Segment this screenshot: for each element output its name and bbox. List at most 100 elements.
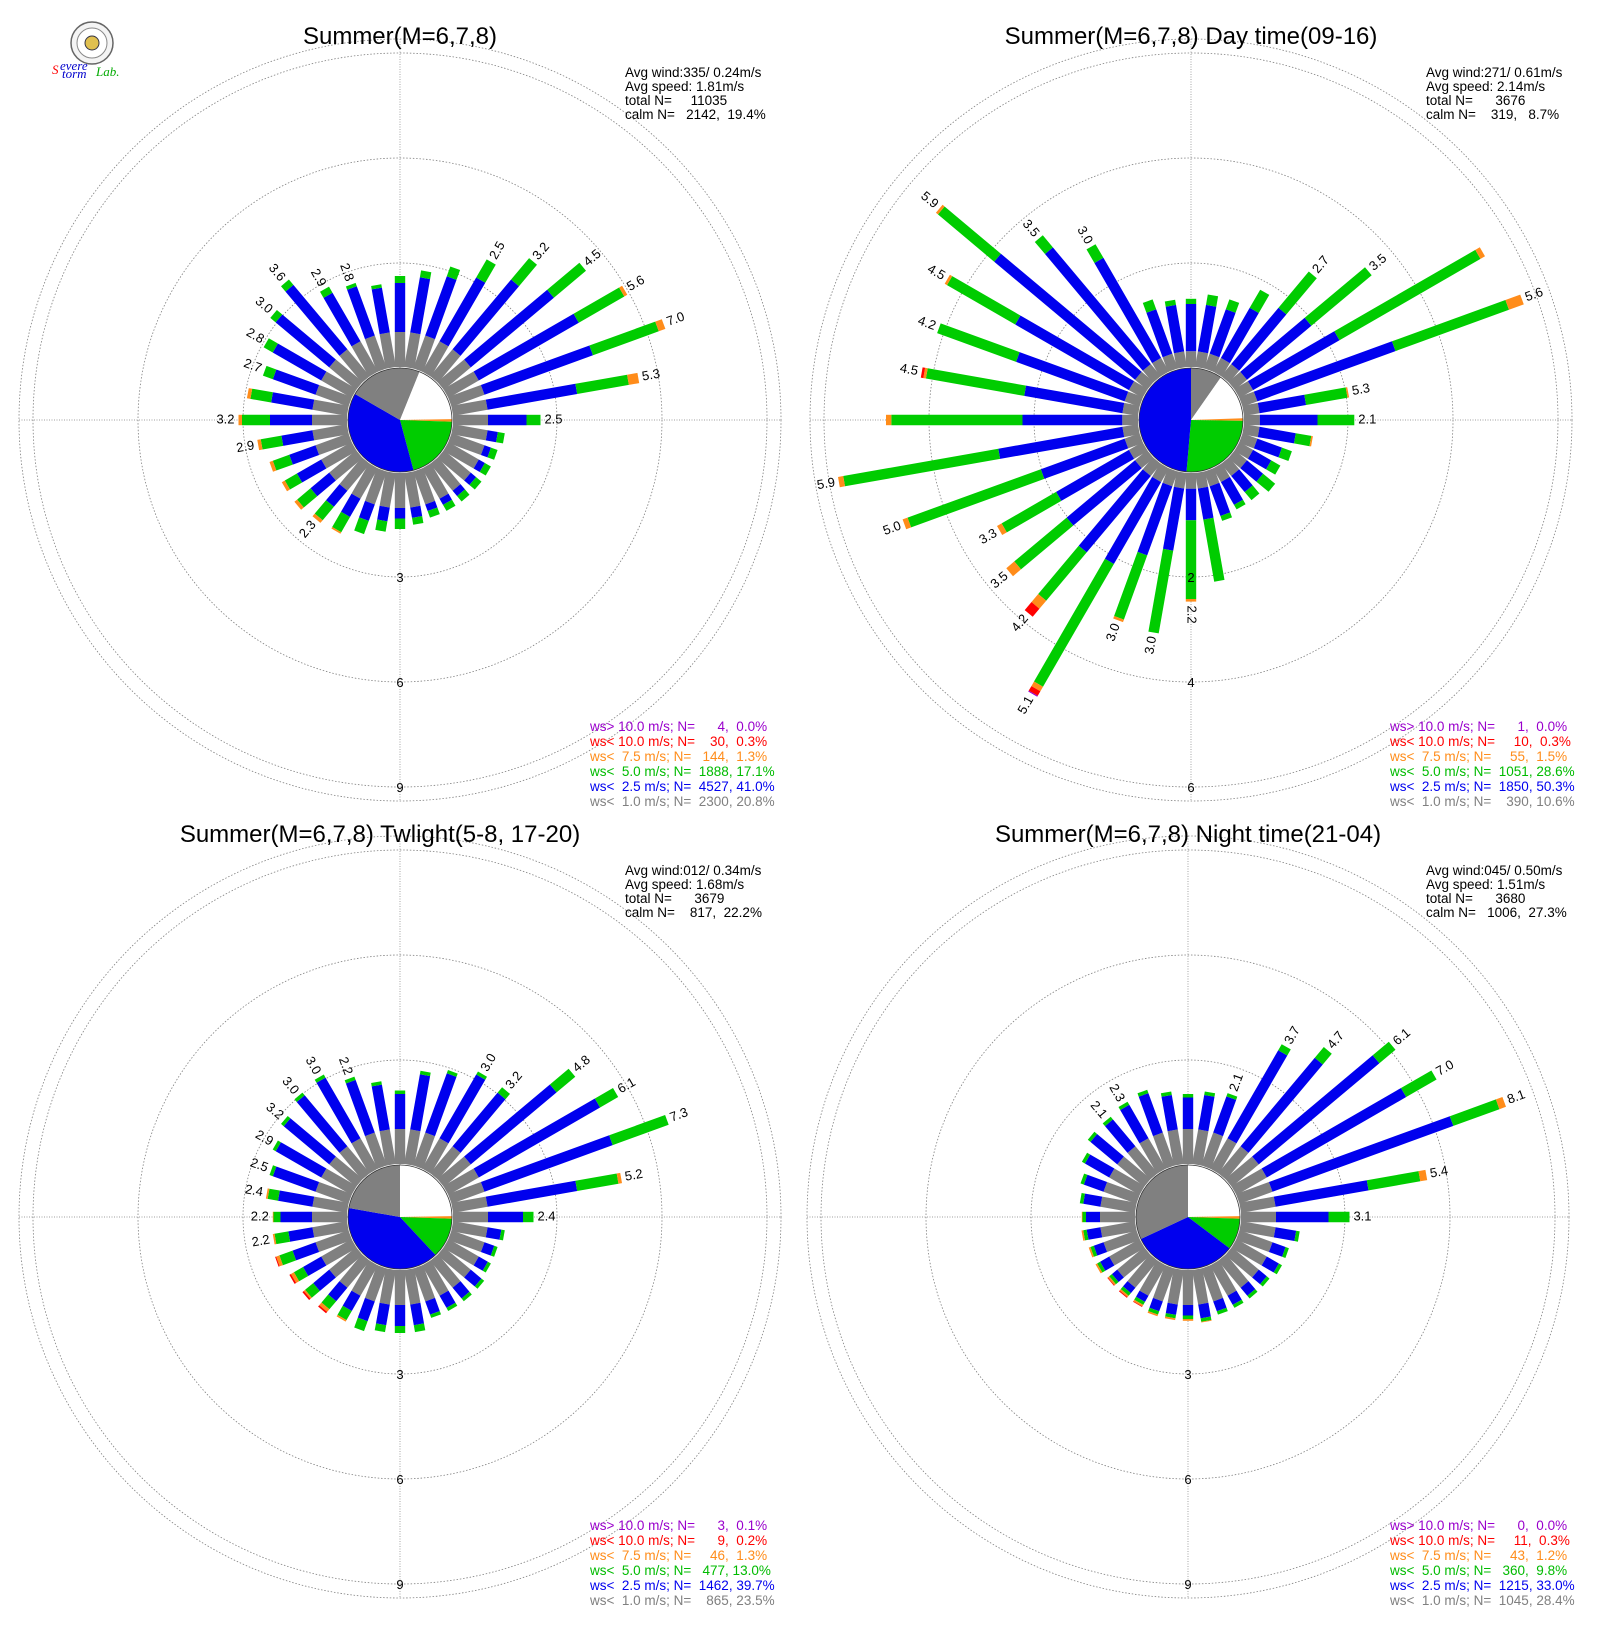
bar-seg-lt-1 <box>451 399 488 416</box>
bar-seg-lt-2-5 <box>1252 1269 1267 1285</box>
stat-avg-wind: Avg wind:335/ 0.24m/s <box>625 65 762 80</box>
bar-seg-lt-2-5 <box>1137 482 1173 556</box>
bar-seg-lt-7-5 <box>944 274 953 286</box>
bar-seg-lt-1 <box>1242 424 1260 438</box>
ring-labels: 3 6 9 <box>396 570 403 795</box>
bar-value-label: 3.6 <box>266 260 289 283</box>
bar-seg-lt-5 <box>1372 1041 1396 1064</box>
bar-seg-lt-5 <box>1142 299 1157 313</box>
bar-seg-lt-1 <box>329 359 363 390</box>
bar-seg-lt-10 <box>318 1305 328 1314</box>
bar-seg-lt-5 <box>1266 460 1281 475</box>
bar-seg-lt-1 <box>321 442 357 469</box>
bar-value-label: 3.1 <box>1353 1208 1371 1223</box>
pie-slice-blue <box>348 394 414 472</box>
bar-seg-lt-2-5 <box>1240 1281 1256 1296</box>
pie-slice-none <box>1191 377 1243 420</box>
bar-seg-lt-2-5 <box>998 426 1125 459</box>
severe-storm-lab-logo: S evere torm Lab. <box>52 21 119 81</box>
bar-seg-lt-5 <box>419 270 432 280</box>
bar-seg-lt-1 <box>351 1138 378 1174</box>
panel-title: Summer(M=6,7,8) Day time(09-16) <box>1005 23 1378 50</box>
legend-lt-5: ws< 5.0 m/s; N= 1051, 28.6% <box>1389 764 1575 779</box>
bar-value-label: 3.0 <box>303 1054 325 1077</box>
bar-seg-lt-1 <box>1218 1254 1249 1288</box>
bar-seg-lt-1 <box>1152 357 1169 377</box>
bar-seg-lt-5 <box>474 1278 485 1289</box>
bar-seg-lt-1 <box>422 463 449 499</box>
bar-value-label: 3.7 <box>1281 1023 1303 1046</box>
bar-seg-lt-2-5 <box>1045 247 1151 371</box>
bar-seg-lt-5 <box>314 500 334 521</box>
bar-value-labels: 2.7 3.5 5.6 5.3 2.1 2.2 3.0 3.0 5.1 4.2 3.5 3.3 5.0 5… <box>816 188 1545 716</box>
bar-seg-lt-5 <box>461 1291 472 1302</box>
bar-seg-lt-7-5 <box>238 414 242 426</box>
bar-seg-lt-1 <box>321 1168 357 1195</box>
bar-seg-lt-2-5 <box>394 508 406 519</box>
bar-value-label: 2.5 <box>248 1155 270 1175</box>
pie-slice-green <box>1188 1217 1240 1249</box>
svg-text:Lab.: Lab. <box>95 64 119 79</box>
bar-seg-lt-1 <box>1100 1221 1137 1238</box>
stat-avg-speed: Avg speed: 1.68m/s <box>625 877 744 892</box>
pie-slice-blue <box>348 1208 436 1269</box>
bar-seg-lt-2-5 <box>1209 309 1236 358</box>
bar-seg-lt-5 <box>1090 1245 1098 1257</box>
bar-seg-lt-1 <box>451 424 488 441</box>
bar-seg-lt-1 <box>448 1182 485 1204</box>
ring-label: 9 <box>396 780 403 795</box>
bar-seg-lt-1 <box>1153 1132 1175 1169</box>
pie-slice-green <box>400 1217 452 1255</box>
bar-seg-lt-2-5 <box>272 369 320 395</box>
bar-seg-lt-1 <box>1122 402 1140 416</box>
bar-seg-lt-2-5 <box>280 1211 312 1223</box>
bar-seg-lt-5 <box>1097 1261 1106 1273</box>
bar-seg-lt-1 <box>379 1268 396 1305</box>
bar-seg-lt-1 <box>379 1129 396 1166</box>
bar-seg-lt-5 <box>476 1071 487 1080</box>
bar-value-label: 5.2 <box>624 1166 644 1184</box>
bar-seg-lt-1 <box>1103 1182 1140 1204</box>
bar-seg-lt-1 <box>312 399 349 416</box>
bar-seg-lt-7-5 <box>902 517 912 530</box>
bar-seg-lt-7-5 <box>336 1314 347 1322</box>
bar-seg-lt-7-5 <box>265 1188 270 1199</box>
bar-seg-lt-5 <box>1278 271 1317 315</box>
center-pie <box>347 367 453 473</box>
bar-seg-lt-1 <box>321 1239 357 1266</box>
bar-seg-lt-1 <box>453 414 488 426</box>
bar-seg-lt-2-5 <box>439 493 452 505</box>
bar-seg-lt-2-5 <box>410 505 423 518</box>
bar-seg-lt-5 <box>1256 473 1276 492</box>
svg-text:evere: evere <box>60 58 88 73</box>
bar-seg-lt-5 <box>293 1267 309 1282</box>
bar-seg-lt-5 <box>321 1294 337 1310</box>
bar-seg-lt-10 <box>302 1291 311 1300</box>
bar-seg-lt-5 <box>523 1211 534 1223</box>
bar-seg-lt-2-5 <box>323 292 361 347</box>
bar-seg-lt-2-5 <box>283 1118 336 1165</box>
bar-seg-lt-5 <box>419 1070 431 1077</box>
bar-seg-lt-2-5 <box>473 459 485 472</box>
bar-seg-lt-5 <box>281 1116 291 1127</box>
bar-seg-lt-1 <box>1103 1230 1140 1252</box>
bar-seg-lt-1 <box>329 1247 363 1278</box>
bar-seg-lt-7-5 <box>269 460 277 472</box>
bar-seg-lt-5 <box>1232 1299 1244 1308</box>
bar-seg-lt-2-5 <box>1240 1057 1323 1153</box>
bar-seg-lt-1 <box>1173 471 1187 489</box>
bar-seg-lt-2-5 <box>1104 476 1162 564</box>
bar-seg-lt-5 <box>511 258 537 287</box>
bar-seg-lt-1 <box>365 1132 387 1169</box>
bar-value-label: 2.4 <box>244 1181 264 1199</box>
legend-lt-5: ws< 5.0 m/s; N= 477, 13.0% <box>589 1563 771 1578</box>
bar-seg-lt-2-5 <box>371 1084 390 1132</box>
bar-seg-lt-1 <box>448 385 485 407</box>
bar-seg-lt-7-5 <box>1133 1299 1144 1307</box>
bar-seg-lt-1 <box>1234 442 1254 459</box>
bar-seg-lt-7-5 <box>272 1211 274 1223</box>
ring-label: 2 <box>1187 570 1194 585</box>
legend-lt-2-5: ws< 2.5 m/s; N= 1462, 39.7% <box>589 1578 775 1593</box>
pie-slice-blue <box>1139 368 1191 472</box>
bar-seg-lt-1 <box>404 1129 421 1166</box>
